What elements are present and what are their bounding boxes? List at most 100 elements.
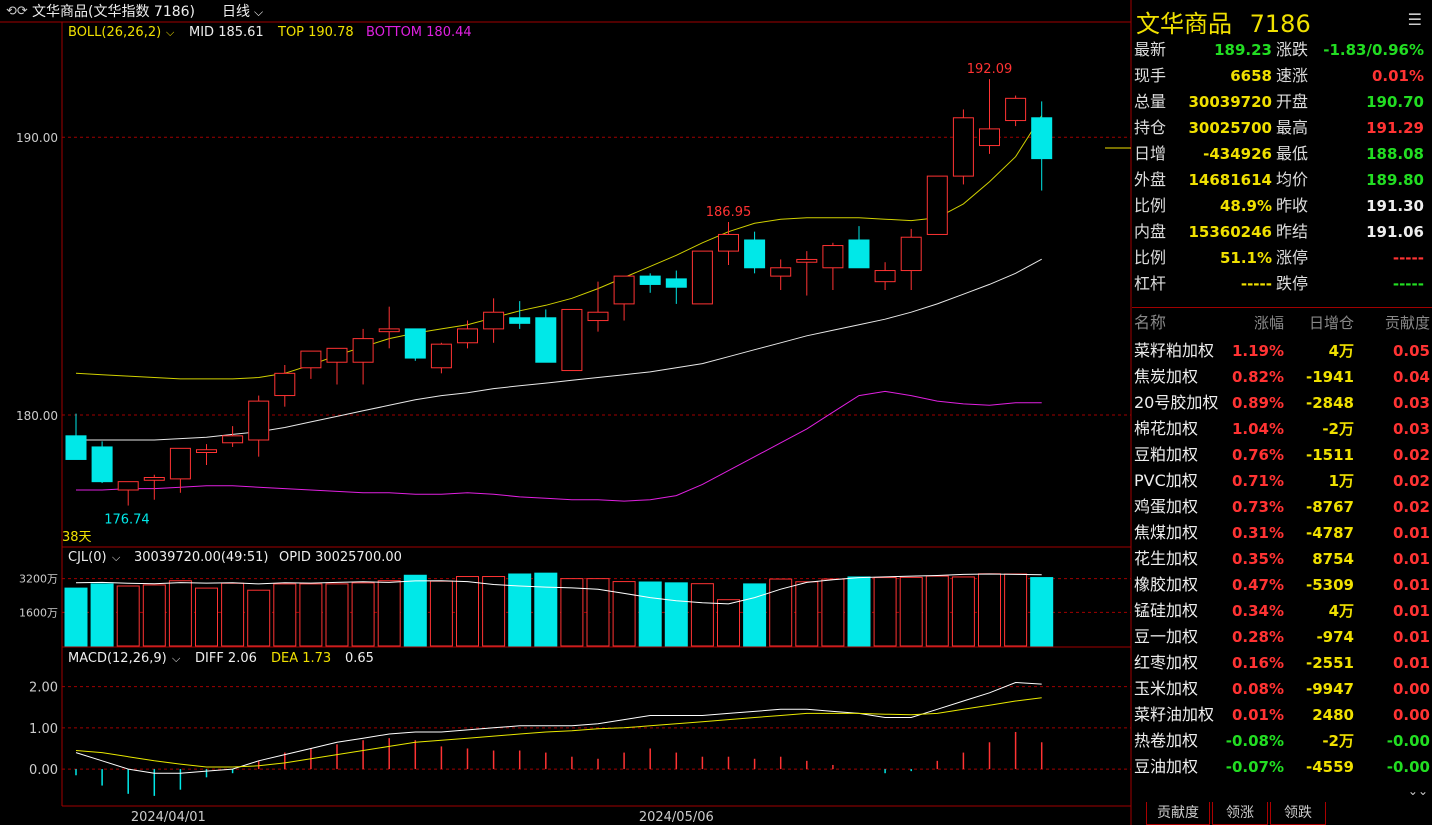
contribution-row[interactable]: 锰硅加权 0.34% 4万 0.01 (1132, 598, 1432, 624)
chevron-down-icon[interactable]: ⌵ (254, 5, 263, 19)
cjl-label[interactable]: CJL(0) (68, 550, 107, 565)
chevron-down-icon[interactable]: ⌵ (166, 26, 175, 39)
price-ticks: 190.00 180.00 3200万 1600万 2.00 1.00 0.00 (16, 131, 58, 778)
chart-area[interactable]: ⟲⟳ 文华商品(文华指数 7186) 日线 ⌵ BOLL(26,26,2) ⌵ … (0, 0, 1132, 825)
contribution-row[interactable]: 花生加权 0.35% 8754 0.01 (1132, 546, 1432, 572)
contribution-value: 0.01 (1392, 602, 1430, 620)
contribution-row[interactable]: 热卷加权 -0.08% -2万 -0.00 (1132, 728, 1432, 754)
quote-row: 比例 48.9% 昨收 191.30 (1132, 193, 1432, 219)
candle-body (639, 275, 661, 285)
quote-label: 日增 (1134, 144, 1167, 163)
quote-label: 昨结 (1276, 222, 1309, 241)
quote-value: 189.23 (1214, 41, 1272, 59)
contribution-row[interactable]: 红枣加权 0.16% -2551 0.01 (1132, 650, 1432, 676)
candle (561, 308, 583, 372)
daily-oi-change: 4万 (1328, 602, 1354, 620)
quote-row: 杠杆 ----- 跌停 ----- (1132, 271, 1432, 297)
column-header[interactable]: 贡献度 (1384, 314, 1430, 332)
candle (378, 306, 400, 349)
contribution-row[interactable]: 菜籽油加权 0.01% 2480 0.00 (1132, 702, 1432, 728)
contribution-row[interactable]: 豆粕加权 0.76% -1511 0.02 (1132, 442, 1432, 468)
candle-body (1005, 97, 1027, 122)
tab-contribution[interactable]: 贡献度 (1146, 802, 1210, 825)
candle-body (326, 347, 348, 363)
candle (483, 298, 505, 343)
quote-label: 最高 (1276, 118, 1309, 137)
contribution-row[interactable]: 豆油加权 -0.07% -4559 -0.00 (1132, 754, 1432, 780)
column-header[interactable]: 涨幅 (1253, 314, 1284, 332)
contribution-row[interactable]: 20号胶加权 0.89% -2848 0.03 (1132, 390, 1432, 416)
candle (248, 395, 270, 457)
x-tick-label: 2024/05/06 (639, 810, 714, 825)
candle (169, 447, 191, 493)
contribution-row[interactable]: PVC加权 0.71% 1万 0.02 (1132, 468, 1432, 494)
boll-label[interactable]: BOLL(26,26,2) (68, 25, 161, 40)
contribution-row[interactable]: 棉花加权 1.04% -2万 0.03 (1132, 416, 1432, 442)
volume-bar (978, 573, 1001, 647)
tab-leading-up[interactable]: 领涨 (1212, 802, 1268, 825)
quote-value: 191.30 (1366, 197, 1424, 215)
candle (613, 275, 635, 321)
volume-bar (951, 576, 975, 647)
boll-top-line (75, 115, 1043, 380)
quote-row: 内盘 15360246 昨结 191.06 (1132, 219, 1432, 245)
chevron-down-icon[interactable]: ⌵ (172, 652, 181, 665)
contribution-value: 0.02 (1392, 472, 1430, 490)
commodity-name: 20号胶加权 (1134, 393, 1219, 412)
contribution-row[interactable]: 焦煤加权 0.31% -4787 0.01 (1132, 520, 1432, 546)
candle-body (796, 258, 818, 263)
menu-icon[interactable]: ☰ (1407, 10, 1422, 29)
daily-oi-change: -1511 (1306, 446, 1354, 464)
commodity-name: 焦煤加权 (1134, 523, 1199, 542)
double-chevron-down-icon[interactable]: ⌄⌄ (1407, 784, 1428, 798)
contribution-row[interactable]: 焦炭加权 0.82% -1941 0.04 (1132, 364, 1432, 390)
quote-label: 总量 (1134, 92, 1167, 111)
column-header[interactable]: 名称 (1134, 313, 1167, 332)
contribution-row[interactable]: 菜籽粕加权 1.19% 4万 0.05 (1132, 338, 1432, 364)
commodity-name: 菜籽粕加权 (1134, 341, 1215, 360)
volume-bar (168, 580, 192, 647)
volume-bar (743, 583, 767, 647)
candle-body (143, 477, 165, 481)
quote-value: 0.01% (1371, 67, 1424, 85)
contribution-row[interactable]: 鸡蛋加权 0.73% -8767 0.02 (1132, 494, 1432, 520)
candle (639, 273, 661, 293)
local-high-annotation: 186.95 (706, 205, 752, 220)
volume-bar (247, 589, 271, 647)
quote-row: 现手 6658 速涨 0.01% (1132, 63, 1432, 89)
quote-label: 外盘 (1134, 170, 1167, 189)
volume-bar (90, 583, 114, 647)
contribution-value: 0.01 (1392, 654, 1430, 672)
candle (900, 228, 922, 290)
candle-body (665, 278, 687, 288)
candle-body (378, 328, 400, 333)
volume-bar (351, 582, 375, 647)
daily-oi-change: 1万 (1328, 472, 1354, 490)
contribution-row[interactable]: 豆一加权 0.28% -974 0.01 (1132, 624, 1432, 650)
macd-label[interactable]: MACD(12,26,9) (68, 651, 167, 666)
low-price-annotation: 176.74 (104, 513, 150, 528)
tab-leading-down[interactable]: 领跌 (1270, 802, 1326, 825)
contribution-row[interactable]: 玉米加权 0.08% -9947 0.00 (1132, 676, 1432, 702)
contribution-value: -0.00 (1386, 732, 1430, 750)
volume-bar (664, 582, 688, 647)
quote-value: 15360246 (1188, 223, 1273, 241)
chevron-down-icon[interactable]: ⌵ (112, 551, 121, 564)
change-percent: 0.76% (1231, 446, 1284, 464)
candle-body (483, 311, 505, 330)
commodity-name: 豆一加权 (1134, 627, 1199, 646)
column-header[interactable]: 日增仓 (1308, 314, 1354, 332)
quote-label: 杠杆 (1134, 274, 1167, 293)
contribution-row[interactable]: 橡胶加权 0.47% -5309 0.01 (1132, 572, 1432, 598)
period-selector[interactable]: 日线 (222, 4, 250, 20)
commodity-name: 豆油加权 (1134, 757, 1199, 776)
link-icon[interactable]: ⟲⟳ (6, 4, 28, 19)
candle (718, 221, 739, 265)
candle (222, 426, 244, 447)
candle (822, 242, 844, 290)
x-tick-label: 2024/04/01 (131, 810, 206, 825)
change-percent: 0.89% (1231, 394, 1284, 412)
candle (143, 474, 165, 500)
change-percent: 0.28% (1231, 628, 1284, 646)
quote-label: 跌停 (1276, 274, 1309, 293)
